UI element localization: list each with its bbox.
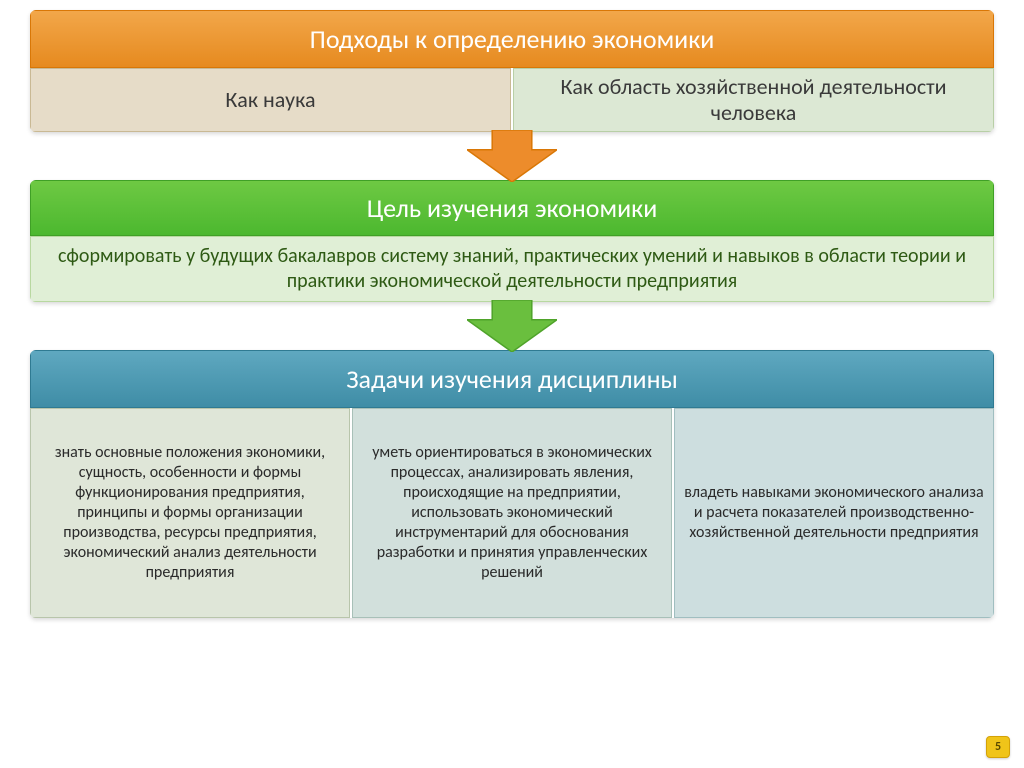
page-number: 5 [995, 740, 1001, 754]
tasks-cell-text-2: владеть навыками экономического анализа … [683, 483, 985, 543]
block-approaches-header: Подходы к определению экономики [30, 10, 994, 68]
arrow-1-wrap [30, 130, 994, 182]
arrow-2-wrap [30, 300, 994, 352]
approaches-sub-1: Как область хозяйственной деятельности ч… [513, 68, 994, 132]
block-goal: Цель изучения экономики сформировать у б… [30, 180, 994, 302]
block-goal-header: Цель изучения экономики [30, 180, 994, 236]
block-tasks-cells: знать основные положения экономики, сущн… [30, 408, 994, 618]
block-goal-body: сформировать у будущих бакалавров систем… [30, 236, 994, 302]
block-goal-text: сформировать у будущих бакалавров систем… [41, 244, 983, 294]
block-tasks-header: Задачи изучения дисциплины [30, 350, 994, 408]
block-tasks: Задачи изучения дисциплины знать основны… [30, 350, 994, 618]
block-approaches-subs: Как наука Как область хозяйственной деяте… [30, 68, 994, 132]
page-number-badge: 5 [986, 736, 1010, 758]
tasks-cell-2: владеть навыками экономического анализа … [674, 408, 994, 618]
approaches-sub-label-0: Как наука [225, 87, 315, 113]
tasks-cell-1: уметь ориентироваться в экономических пр… [352, 408, 672, 618]
tasks-cell-text-1: уметь ориентироваться в экономических пр… [361, 443, 663, 583]
arrow-down-icon [467, 130, 557, 182]
approaches-sub-label-1: Как область хозяйственной деятельности ч… [524, 74, 983, 127]
block-approaches: Подходы к определению экономики Как наук… [30, 10, 994, 132]
block-goal-title: Цель изучения экономики [367, 192, 658, 224]
block-tasks-title: Задачи изучения дисциплины [346, 363, 678, 395]
block-approaches-title: Подходы к определению экономики [310, 23, 715, 55]
tasks-cell-0: знать основные положения экономики, сущн… [30, 408, 350, 618]
approaches-sub-0: Как наука [30, 68, 511, 132]
arrow-down-icon [467, 300, 557, 352]
tasks-cell-text-0: знать основные положения экономики, сущн… [39, 443, 341, 583]
